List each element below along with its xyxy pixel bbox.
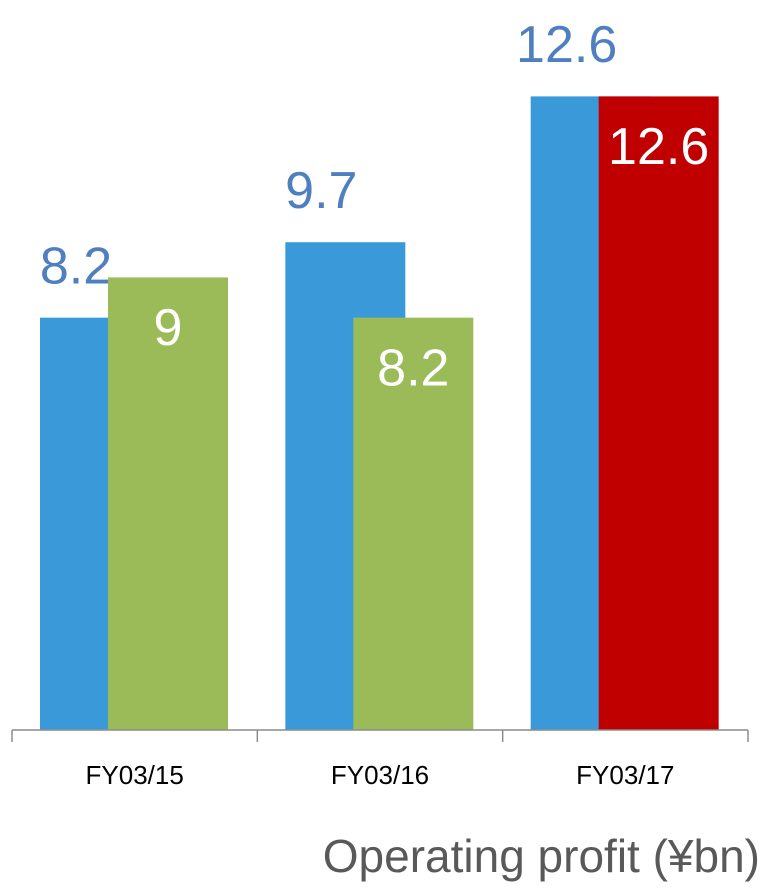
value-label: 8.2: [40, 237, 112, 295]
bar: [108, 277, 228, 730]
x-tick-label: FY03/15: [86, 760, 184, 790]
x-tick-label: FY03/16: [331, 760, 429, 790]
bar: [353, 317, 474, 730]
value-label: 9.7: [285, 162, 357, 220]
value-label: 12.6: [516, 16, 617, 74]
bar: [598, 96, 719, 730]
value-label: 8.2: [377, 339, 449, 397]
x-tick-label: FY03/17: [576, 760, 674, 790]
value-label: 9: [154, 299, 183, 357]
value-label: 12.6: [608, 118, 709, 176]
axis-caption: Operating profit (¥bn): [323, 830, 760, 882]
